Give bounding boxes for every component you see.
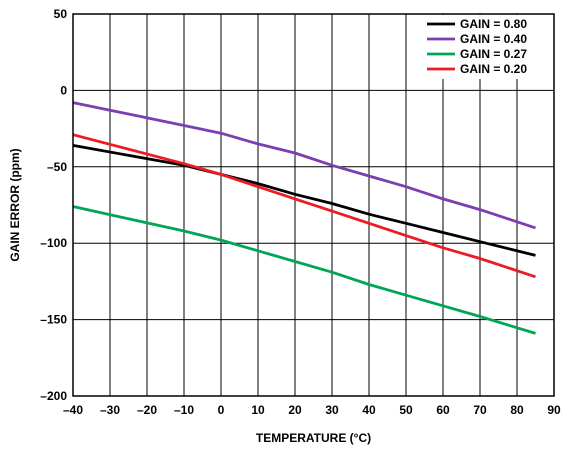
x-tick-label: 50 (399, 403, 413, 417)
plot-frame (72, 13, 555, 397)
series-line-0 (72, 144, 536, 257)
legend-label: GAIN = 0.20 (460, 62, 527, 76)
y-tick-labels: 50 0 –50 –100 –150 –200 (40, 7, 67, 403)
x-tick-label: 40 (362, 403, 376, 417)
x-axis-label: TEMPERATURE (°C) (256, 431, 371, 445)
x-tick-label: –20 (137, 403, 157, 417)
x-tick-label: 0 (218, 403, 225, 417)
legend-label: GAIN = 0.80 (460, 17, 527, 31)
x-tick-label: –10 (174, 403, 194, 417)
x-tick-label: 10 (251, 403, 265, 417)
series-line-1 (72, 101, 536, 230)
x-tick-label: 80 (510, 403, 524, 417)
x-tick-label: 70 (473, 403, 487, 417)
x-tick-label: 20 (288, 403, 302, 417)
y-tick-label: –50 (47, 160, 67, 174)
x-tick-label: –30 (100, 403, 120, 417)
legend-label: GAIN = 0.27 (460, 47, 527, 61)
legend-label: GAIN = 0.40 (460, 32, 527, 46)
x-tick-labels: –40 –30 –20 –10 0 10 20 30 40 50 60 70 80 90 (63, 403, 561, 417)
x-tick-label: 30 (325, 403, 339, 417)
x-tick-label: 60 (436, 403, 450, 417)
series-lines (72, 101, 536, 335)
y-tick-label: –100 (40, 236, 67, 250)
y-tick-label: –200 (40, 389, 67, 403)
y-tick-label: 0 (60, 83, 67, 97)
y-tick-label: –150 (40, 313, 67, 327)
x-tick-label: –40 (63, 403, 83, 417)
y-axis-label: GAIN ERROR (ppm) (8, 148, 22, 261)
x-tick-label: 90 (547, 403, 561, 417)
y-tick-label: 50 (54, 7, 68, 21)
series-line-2 (72, 205, 536, 335)
series-line-3 (72, 133, 536, 279)
